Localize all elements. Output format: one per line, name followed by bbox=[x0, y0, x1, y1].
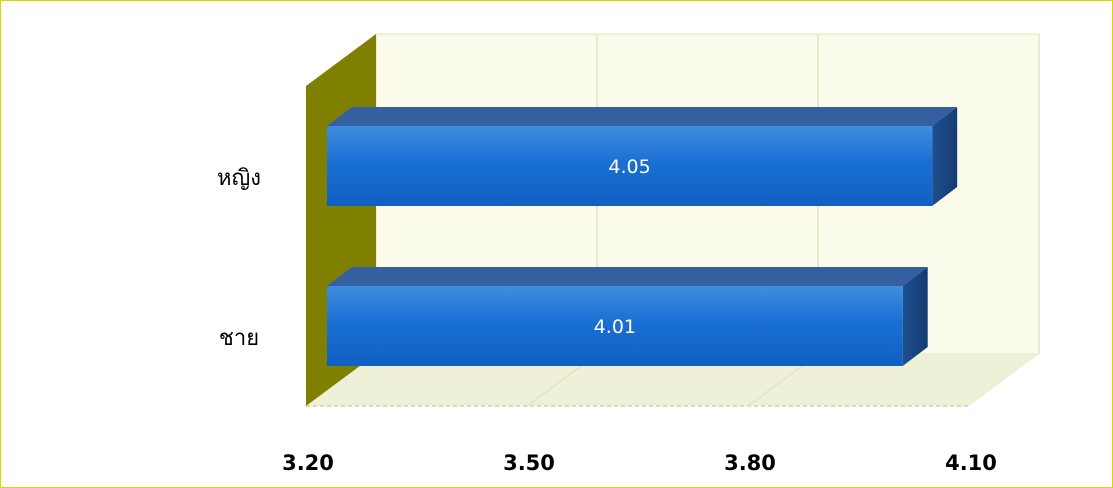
bars bbox=[327, 107, 958, 366]
bar-side bbox=[932, 107, 958, 206]
category-label: หญิง bbox=[217, 166, 261, 191]
bar-top bbox=[327, 107, 958, 126]
floor bbox=[306, 354, 1039, 406]
data-label: 4.05 bbox=[608, 156, 650, 178]
category-label: ชาย bbox=[219, 326, 259, 351]
x-tick-label: 3.50 bbox=[503, 451, 555, 475]
bar-side bbox=[902, 267, 928, 366]
bar bbox=[327, 286, 903, 366]
data-label: 4.01 bbox=[594, 316, 636, 338]
labels: 4.01 ชาย 4.05 หญิง 3.20 3.50 3.80 4.10 bbox=[217, 156, 997, 475]
bar bbox=[327, 126, 933, 206]
x-tick-label: 3.20 bbox=[282, 451, 334, 475]
bar-top bbox=[327, 267, 928, 286]
x-tick-label: 3.80 bbox=[724, 451, 776, 475]
x-tick-label: 4.10 bbox=[945, 451, 997, 475]
